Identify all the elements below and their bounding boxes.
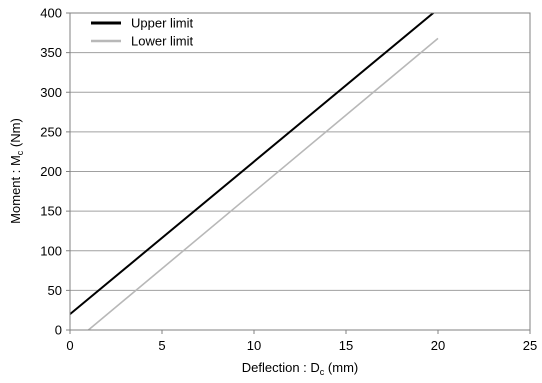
y-tick-label-250: 250: [40, 124, 62, 139]
legend: Upper limit Lower limit: [91, 16, 194, 49]
x-tick-label-15: 15: [339, 338, 353, 353]
series-line-lower-limit: [87, 37, 439, 330]
x-tick-label-10: 10: [247, 338, 261, 353]
x-tick-label-5: 5: [158, 338, 165, 353]
legend-label-0: Upper limit: [131, 16, 194, 31]
x-axis-ticks: 0 5 10 15 20 25: [66, 330, 537, 353]
y-tick-label-400: 400: [40, 6, 62, 21]
series-line-upper-limit: [70, 13, 435, 315]
y-tick-label-200: 200: [40, 164, 62, 179]
x-tick-label-0: 0: [66, 338, 73, 353]
legend-label-1: Lower limit: [131, 34, 194, 49]
y-axis-ticks: 0 50 100 150 200 250 300 350 400: [40, 6, 70, 338]
y-tick-label-0: 0: [55, 323, 62, 338]
y-tick-label-150: 150: [40, 204, 62, 219]
x-tick-label-25: 25: [523, 338, 537, 353]
y-tick-label-300: 300: [40, 85, 62, 100]
y-tick-label-350: 350: [40, 45, 62, 60]
y-axis-label: Moment : Mc (Nm): [8, 118, 25, 224]
x-tick-label-20: 20: [431, 338, 445, 353]
x-axis-label: Deflection : Dc (mm): [242, 360, 358, 377]
y-tick-label-50: 50: [48, 283, 62, 298]
grid-lines: [70, 52, 530, 291]
series-lines: [70, 13, 439, 330]
y-tick-label-100: 100: [40, 243, 62, 258]
